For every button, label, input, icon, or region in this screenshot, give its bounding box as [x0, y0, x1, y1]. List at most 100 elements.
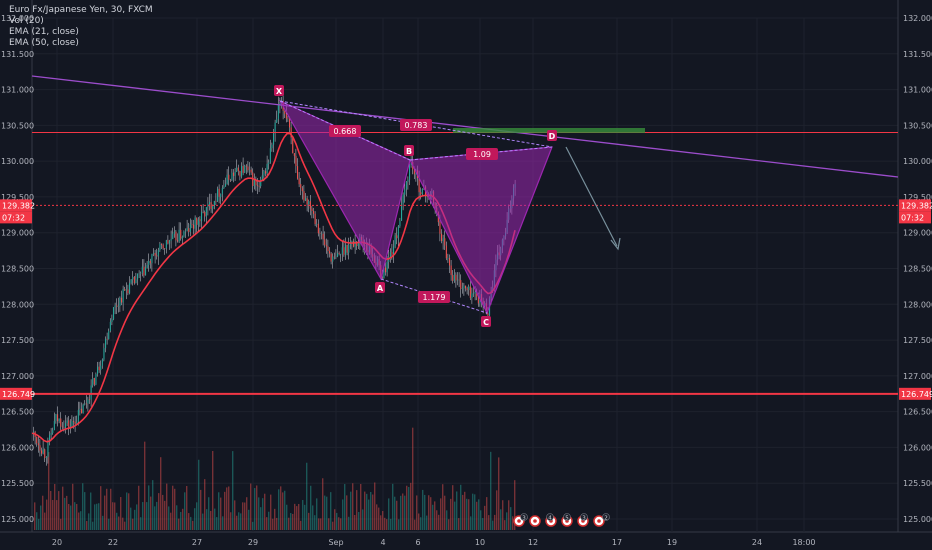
volume-bar — [82, 483, 84, 530]
price-tick-right: 127.500 — [903, 336, 932, 345]
time-tick: 10 — [475, 538, 485, 547]
volume-bar — [406, 485, 408, 530]
candle-body — [133, 276, 135, 283]
candle-body — [335, 256, 337, 258]
current-price-tag-left: 129.382 — [2, 201, 35, 210]
volume-bar — [208, 497, 210, 530]
volume-bar — [34, 502, 36, 530]
candle-body — [396, 235, 398, 239]
volume-bar — [314, 515, 316, 530]
candle-body — [207, 204, 209, 208]
volume-bar — [460, 484, 462, 530]
volume-bar — [304, 504, 306, 530]
candle-body — [74, 421, 76, 424]
candle-body — [76, 421, 78, 424]
candle-body — [84, 403, 86, 405]
vol-indicator-label[interactable]: Vol (20) — [9, 16, 44, 26]
candle-body — [457, 279, 459, 281]
time-axis[interactable]: 20 22 27 29 Sep 4 6 10 12 17 19 24 18:00 — [52, 538, 816, 547]
candle-body — [402, 194, 404, 204]
volume-bar — [290, 513, 292, 530]
harmonic-pattern[interactable]: X A B C D 0.668 0.783 1.09 1.179 — [274, 85, 621, 327]
candle-body — [337, 253, 339, 257]
volume-bar — [416, 495, 418, 530]
volume-bar — [98, 503, 100, 530]
candle-body — [441, 233, 443, 242]
candle-body — [313, 211, 315, 214]
candle-body — [463, 285, 465, 289]
volume-bar — [492, 520, 494, 530]
volume-bar — [238, 512, 240, 530]
volume-bar — [126, 492, 128, 530]
event-markers[interactable]: 3 4 5 3 2 — [513, 513, 610, 527]
volume-bar — [166, 483, 168, 530]
volume-bar — [322, 478, 324, 530]
candle-body — [194, 217, 196, 229]
candle-body — [82, 404, 84, 414]
candle-body — [68, 420, 70, 428]
volume-bar — [52, 499, 54, 530]
candle-body — [140, 273, 142, 274]
volume-bar — [100, 486, 102, 530]
volume-bar — [318, 518, 320, 530]
candle-body — [345, 245, 347, 255]
volume-bar — [358, 512, 360, 530]
countdown-tag-right-bg — [899, 211, 931, 224]
volume-bar — [296, 506, 298, 530]
candle-body — [73, 420, 75, 422]
volume-bar — [280, 486, 282, 530]
volume-bar — [474, 494, 476, 530]
candle-body — [178, 229, 180, 242]
volume-bar — [478, 499, 480, 530]
price-tick-right: 129.500 — [903, 193, 932, 202]
candle-body — [269, 148, 271, 163]
candle-body — [314, 213, 316, 225]
symbol-title[interactable]: Euro Fx/Japanese Yen, 30, FXCM — [9, 5, 153, 15]
candle-body — [175, 231, 177, 241]
candle-body — [477, 297, 479, 304]
candle-body — [277, 104, 279, 120]
candle-body — [258, 185, 260, 187]
candle-body — [69, 426, 71, 428]
volume-bar — [442, 484, 444, 530]
candle-body — [297, 166, 299, 179]
candle-body — [122, 289, 124, 303]
volume-bar — [372, 494, 374, 530]
volume-bar — [196, 502, 198, 530]
volume-bar — [216, 517, 218, 530]
candle-body — [413, 169, 415, 175]
price-tick-left: 125.500 — [1, 479, 34, 488]
volume-bar — [78, 512, 80, 530]
candle-body — [389, 252, 391, 257]
volume-bar — [110, 488, 112, 530]
price-tick-left: 127.500 — [1, 336, 34, 345]
time-tick: 29 — [248, 538, 258, 547]
ema21-indicator-label[interactable]: EMA (21, close) — [9, 27, 79, 37]
ema50-indicator-label[interactable]: EMA (50, close) — [9, 38, 79, 48]
volume-bar — [308, 512, 310, 530]
price-axis[interactable]: 132.000 132.000 131.500 131.500 131.000 131.0… — [0, 14, 932, 524]
candle-body — [157, 250, 159, 257]
price-tick-left: 126.500 — [1, 408, 34, 417]
volume-bar — [446, 510, 448, 530]
volume-bar — [470, 516, 472, 530]
candle-body — [196, 217, 198, 225]
volume-bar — [326, 496, 328, 530]
candle-body — [295, 155, 297, 167]
volume-bar — [396, 500, 398, 530]
candle-body — [42, 449, 44, 454]
candle-body — [44, 449, 46, 458]
volume-bar — [74, 502, 76, 530]
candle-body — [284, 110, 286, 115]
event-marker-dot — [597, 519, 601, 523]
volume-bar — [48, 452, 50, 530]
support-tag-right-bg — [899, 387, 931, 400]
volume-bar — [246, 497, 248, 530]
candle-body — [338, 253, 340, 255]
volume-bar — [58, 491, 60, 530]
volume-bar — [260, 507, 262, 530]
volume-bar — [496, 490, 498, 530]
candle-body — [55, 414, 57, 421]
time-tick: 18:00 — [792, 538, 815, 547]
